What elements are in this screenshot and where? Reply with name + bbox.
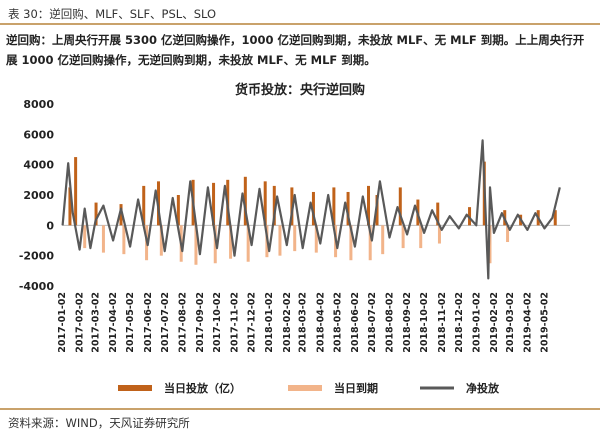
x-tick-label: 2018-05-02 bbox=[332, 292, 343, 353]
injection-bar bbox=[367, 185, 371, 226]
y-tick-label: -2000 bbox=[19, 250, 55, 263]
y-tick-label: 4000 bbox=[23, 159, 54, 172]
caption-text: 表 30：逆回购、MLF、SLF、PSL、SLO bbox=[8, 7, 217, 21]
source-note: 资料来源：WIND，天风证券研究所 bbox=[8, 416, 190, 430]
maturity-bar bbox=[246, 225, 250, 262]
injection-bar bbox=[243, 176, 247, 226]
maturity-bar bbox=[101, 225, 105, 253]
injection-bar bbox=[263, 181, 267, 226]
x-tick-label: 2019-02-02 bbox=[489, 292, 500, 353]
maturity-bar bbox=[229, 225, 233, 259]
x-tick-label: 2018-12-02 bbox=[454, 292, 465, 353]
maturity-bar bbox=[122, 225, 126, 255]
x-tick-label: 2018-02-02 bbox=[282, 292, 293, 353]
injection-bar bbox=[176, 195, 180, 226]
maturity-bar bbox=[159, 225, 163, 256]
x-tick-label: 2017-01-02 bbox=[57, 292, 68, 353]
x-tick-label: 2018-03-02 bbox=[298, 292, 309, 353]
x-tick-label: 2018-07-02 bbox=[367, 292, 378, 353]
x-tick-label: 2017-06-02 bbox=[143, 292, 154, 353]
injection-bar bbox=[94, 202, 98, 226]
y-tick-label: 6000 bbox=[23, 128, 54, 141]
x-tick-label: 2019-01-02 bbox=[471, 292, 482, 353]
injection-bar bbox=[142, 185, 146, 226]
x-tick-label: 2019-05-02 bbox=[540, 292, 551, 353]
maturity-bar bbox=[401, 225, 405, 249]
x-tick-label: 2017-09-02 bbox=[195, 292, 206, 353]
x-tick-label: 2018-10-02 bbox=[419, 292, 430, 353]
maturity-bar bbox=[314, 225, 318, 253]
x-tick-label: 2017-04-02 bbox=[108, 292, 119, 353]
x-tick-label: 2018-09-02 bbox=[402, 292, 413, 353]
injection-bar bbox=[553, 210, 557, 226]
maturity-bar bbox=[194, 225, 198, 265]
injection-bar bbox=[272, 185, 276, 226]
chart-description: 逆回购：上周央行开展 5300 亿逆回购操作，1000 亿逆回购到期，未投放 M… bbox=[6, 33, 585, 67]
legend-label: 净投放 bbox=[466, 381, 500, 395]
x-tick-label: 2017-12-02 bbox=[247, 292, 258, 353]
legend-label: 当日到期 bbox=[334, 381, 378, 395]
y-tick-label: -4000 bbox=[19, 280, 55, 293]
maturity-bar bbox=[213, 225, 217, 264]
maturity-bar bbox=[349, 225, 353, 261]
legend-swatch bbox=[118, 385, 152, 391]
maturity-bar bbox=[278, 225, 282, 256]
injection-bar bbox=[346, 191, 350, 226]
x-tick-label: 2018-06-02 bbox=[350, 292, 361, 353]
footer-divider bbox=[0, 408, 600, 410]
injection-bar bbox=[436, 202, 440, 226]
maturity-bar bbox=[381, 225, 385, 255]
x-tick-label: 2018-08-02 bbox=[385, 292, 396, 353]
maturity-bar bbox=[419, 225, 423, 249]
maturity-bar bbox=[437, 225, 441, 244]
maturity-bar bbox=[506, 225, 510, 243]
x-tick-label: 2019-03-02 bbox=[505, 292, 516, 353]
x-tick-label: 2017-02-02 bbox=[75, 292, 86, 353]
x-tick-label: 2017-10-02 bbox=[212, 292, 223, 353]
x-tick-label: 2019-04-02 bbox=[522, 292, 533, 353]
y-tick-label: 2000 bbox=[23, 189, 54, 202]
x-tick-label: 2017-08-02 bbox=[177, 292, 188, 353]
legend-label: 当日投放（亿） bbox=[164, 381, 241, 395]
x-tick-label: 2017-03-02 bbox=[91, 292, 102, 353]
y-tick-label: 8000 bbox=[23, 98, 54, 111]
x-tick-label: 2017-11-02 bbox=[230, 292, 241, 353]
injection-bar bbox=[311, 191, 315, 226]
chart-container: 货币投放：央行逆回购 8000 6000 4000 2000 0 -2000 -4000 201… bbox=[0, 76, 600, 406]
chart-title: 货币投放：央行逆回购 bbox=[235, 82, 365, 98]
reverse-repo-chart: 货币投放：央行逆回购80006000400020000-2000-4000201… bbox=[19, 82, 570, 395]
x-tick-label: 2018-04-02 bbox=[315, 292, 326, 353]
maturity-bar bbox=[83, 225, 87, 249]
table-caption: 表 30：逆回购、MLF、SLF、PSL、SLO bbox=[0, 0, 600, 25]
maturity-bar bbox=[368, 225, 372, 261]
injection-bar bbox=[68, 187, 72, 226]
injection-bar bbox=[74, 157, 78, 226]
injection-bar bbox=[332, 187, 336, 226]
injection-bar bbox=[119, 204, 123, 226]
y-tick-label: 0 bbox=[46, 219, 54, 232]
net-injection-line bbox=[61, 139, 561, 280]
legend-swatch bbox=[288, 385, 322, 391]
x-tick-label: 2018-01-02 bbox=[264, 292, 275, 353]
injection-bar bbox=[398, 187, 402, 226]
x-tick-label: 2018-11-02 bbox=[437, 292, 448, 353]
x-tick-label: 2017-05-02 bbox=[125, 292, 136, 353]
maturity-bar bbox=[293, 225, 297, 252]
injection-bar bbox=[212, 182, 216, 226]
x-tick-label: 2017-07-02 bbox=[160, 292, 171, 353]
